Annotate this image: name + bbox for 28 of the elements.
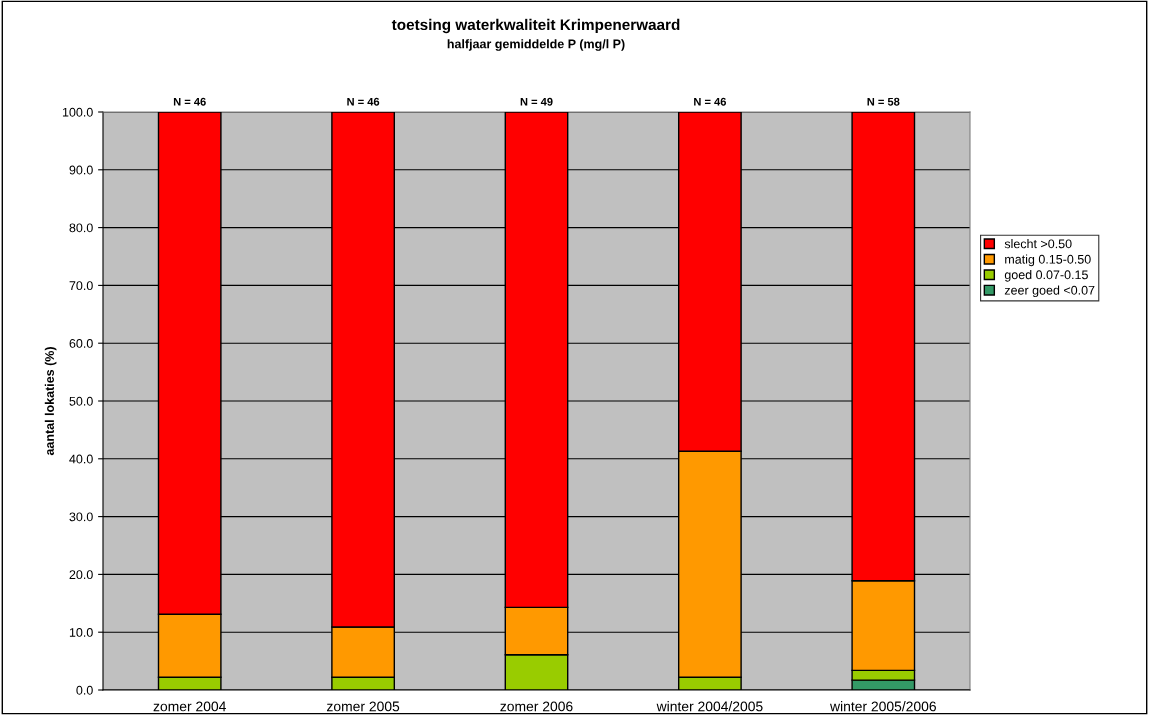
y-tick-label: 90.0 xyxy=(69,165,93,175)
legend-label: goed 0.07-0.15 xyxy=(1004,270,1088,282)
legend-label: zeer goed <0.07 xyxy=(1004,285,1095,298)
y-tick-label: 10.0 xyxy=(69,628,93,637)
y-tick-label: 0.0 xyxy=(76,685,93,695)
legend-label: matig 0.15-0.50 xyxy=(1005,254,1091,267)
annotation: N = 58 xyxy=(867,97,900,106)
chart-title: toetsing waterkwaliteit Krimpenerwaard xyxy=(391,18,680,34)
y-tick-label: 50.0 xyxy=(69,396,93,406)
annotation: N = 46 xyxy=(347,97,380,106)
annotation: N = 46 xyxy=(694,97,727,106)
y-tick-label: 100.0 xyxy=(62,107,93,117)
x-tick-label: winter 2005/2006 xyxy=(830,701,936,712)
y-tick-label: 60.0 xyxy=(69,339,93,348)
y-tick-label: 30.0 xyxy=(69,512,93,522)
annotation: N = 49 xyxy=(520,97,553,106)
y-tick-label: 80.0 xyxy=(69,223,93,233)
legend-label: slecht >0.50 xyxy=(1004,239,1072,249)
x-tick-label: zomer 2006 xyxy=(500,701,573,712)
y-tick-label: 40.0 xyxy=(69,454,93,464)
chart-subtitle: halfjaar gemiddelde P (mg/l P) xyxy=(447,39,625,51)
y-axis-title: aantal lokaties (%) xyxy=(44,347,57,456)
x-tick-label: zomer 2005 xyxy=(326,701,400,712)
y-tick-label: 70.0 xyxy=(69,281,93,291)
x-tick-label: winter 2004/2005 xyxy=(656,701,763,712)
annotation: N = 46 xyxy=(173,97,206,106)
y-tick-label: 20.0 xyxy=(69,570,93,580)
x-tick-label: zomer 2004 xyxy=(153,701,226,712)
